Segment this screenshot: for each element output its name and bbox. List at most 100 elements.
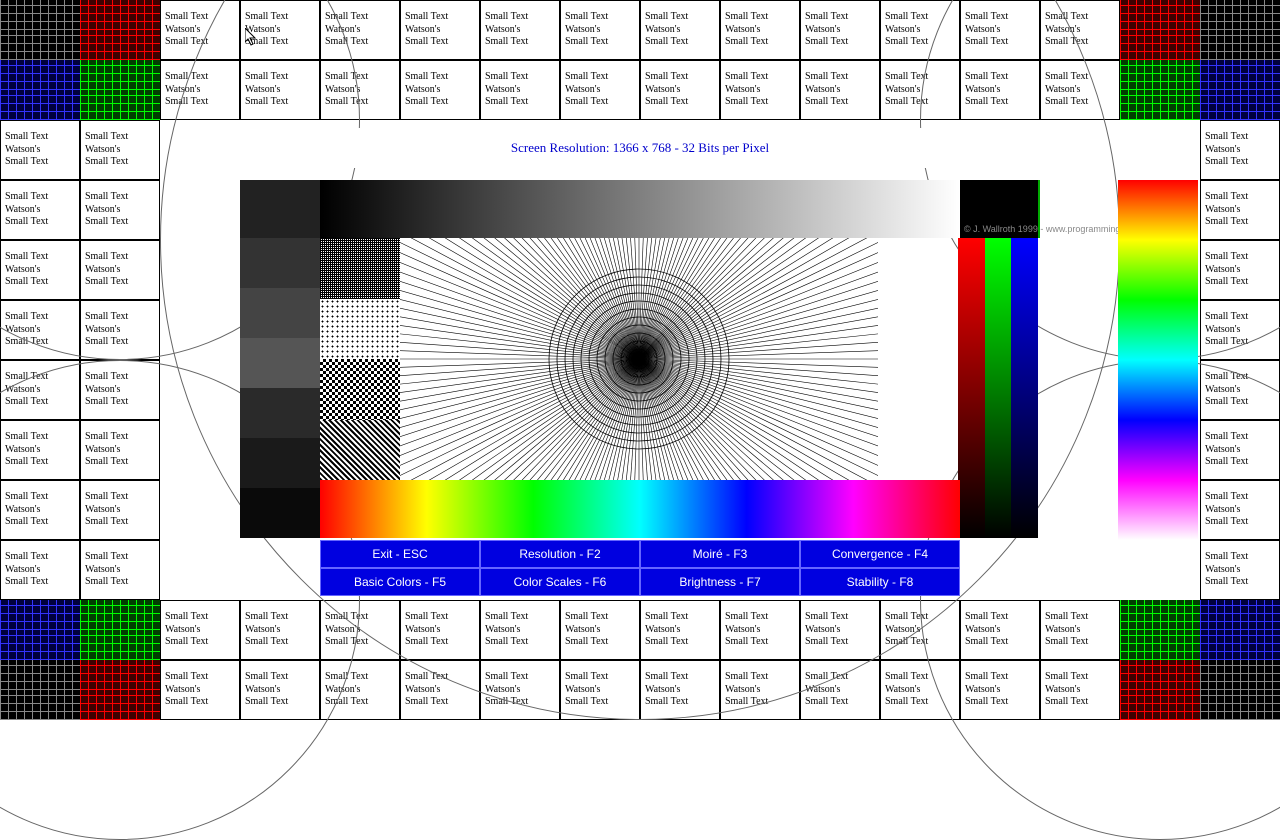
sample-text-line: Watson's xyxy=(645,84,715,97)
menu-button[interactable]: Basic Colors - F5 xyxy=(320,568,480,596)
sample-text-line: Watson's xyxy=(1205,384,1275,397)
sample-text-line: Small Text xyxy=(85,516,155,529)
text-sample-cell: Small TextWatson'sSmall Text xyxy=(880,0,960,60)
sample-text-line: Small Text xyxy=(1205,216,1275,229)
sample-text-line: Small Text xyxy=(405,636,475,649)
sample-text-line: Small Text xyxy=(85,491,155,504)
convergence-grid-black xyxy=(40,660,80,690)
convergence-grid-red xyxy=(80,690,120,720)
rgb-vertical-bars xyxy=(958,238,1038,538)
red-gradient xyxy=(958,238,985,538)
text-sample-cell: Small TextWatson'sSmall Text xyxy=(1200,300,1280,360)
sample-text-line: Watson's xyxy=(1205,504,1275,517)
text-sample-cell: Small TextWatson'sSmall Text xyxy=(320,60,400,120)
sample-text-line: Watson's xyxy=(405,624,475,637)
sample-text-line: Watson's xyxy=(645,624,715,637)
convergence-grid-blue xyxy=(1240,600,1280,630)
menu-button[interactable]: Color Scales - F6 xyxy=(480,568,640,596)
sample-text-line: Small Text xyxy=(165,696,235,709)
sample-text-line: Small Text xyxy=(1045,696,1115,709)
convergence-grid-green xyxy=(1120,600,1160,630)
sample-text-line: Small Text xyxy=(965,36,1035,49)
sample-text-line: Small Text xyxy=(165,636,235,649)
sample-text-line: Watson's xyxy=(485,684,555,697)
sample-text-line: Small Text xyxy=(5,131,75,144)
convergence-grid-red xyxy=(1160,660,1200,690)
sample-text-line: Small Text xyxy=(85,156,155,169)
sample-text-line: Small Text xyxy=(85,396,155,409)
text-sample-cell: Small TextWatson'sSmall Text xyxy=(1040,60,1120,120)
sample-text-line: Watson's xyxy=(565,24,635,37)
text-sample-cell: Small TextWatson'sSmall Text xyxy=(720,600,800,660)
sample-text-line: Watson's xyxy=(485,84,555,97)
convergence-grid-black xyxy=(1240,0,1280,30)
sample-text-line: Watson's xyxy=(85,204,155,217)
menu-button[interactable]: Stability - F8 xyxy=(800,568,960,596)
convergence-grid-green xyxy=(80,600,120,630)
sample-text-line: Small Text xyxy=(565,636,635,649)
sample-text-line: Small Text xyxy=(245,71,315,84)
sample-text-line: Small Text xyxy=(885,671,955,684)
text-sample-cell: Small TextWatson'sSmall Text xyxy=(80,120,160,180)
text-sample-cell: Small TextWatson'sSmall Text xyxy=(960,0,1040,60)
menu-button[interactable]: Brightness - F7 xyxy=(640,568,800,596)
starburst-focus xyxy=(400,238,878,480)
sample-text-line: Watson's xyxy=(1045,84,1115,97)
gray-step xyxy=(240,488,320,538)
text-sample-cell: Small TextWatson'sSmall Text xyxy=(0,300,80,360)
sample-text-line: Watson's xyxy=(5,324,75,337)
sample-text-line: Small Text xyxy=(85,191,155,204)
convergence-grid-blue xyxy=(0,60,40,90)
text-sample-cell: Small TextWatson'sSmall Text xyxy=(640,600,720,660)
sample-text-line: Small Text xyxy=(5,516,75,529)
sample-text-line: Watson's xyxy=(85,384,155,397)
sample-text-line: Small Text xyxy=(85,576,155,589)
convergence-grid-blue xyxy=(1200,60,1240,90)
sample-text-line: Small Text xyxy=(165,96,235,109)
sample-text-line: Small Text xyxy=(1045,671,1115,684)
sample-text-line: Small Text xyxy=(1205,491,1275,504)
sample-text-line: Watson's xyxy=(1045,624,1115,637)
convergence-grid-blue xyxy=(1240,90,1280,120)
convergence-grid-black xyxy=(1200,30,1240,60)
menu-button[interactable]: Exit - ESC xyxy=(320,540,480,568)
pattern-check xyxy=(320,359,400,420)
sample-text-line: Small Text xyxy=(85,551,155,564)
convergence-grid-blue xyxy=(1200,630,1240,660)
gray-step xyxy=(240,388,320,438)
text-sample-cell: Small TextWatson'sSmall Text xyxy=(560,660,640,720)
sample-text-line: Small Text xyxy=(5,456,75,469)
sample-text-line: Small Text xyxy=(965,611,1035,624)
convergence-grid-green xyxy=(80,90,120,120)
sample-text-line: Small Text xyxy=(565,71,635,84)
sample-text-line: Small Text xyxy=(85,336,155,349)
sample-text-line: Watson's xyxy=(165,24,235,37)
sample-text-line: Small Text xyxy=(725,611,795,624)
sample-text-line: Small Text xyxy=(245,696,315,709)
sample-text-line: Small Text xyxy=(5,216,75,229)
sample-text-line: Watson's xyxy=(405,24,475,37)
pattern-diag xyxy=(320,420,400,481)
sample-text-line: Watson's xyxy=(485,624,555,637)
sample-text-line: Watson's xyxy=(885,624,955,637)
sample-text-line: Small Text xyxy=(725,71,795,84)
sample-text-line: Small Text xyxy=(485,71,555,84)
sample-text-line: Watson's xyxy=(885,84,955,97)
text-sample-cell: Small TextWatson'sSmall Text xyxy=(400,600,480,660)
sample-text-line: Small Text xyxy=(645,671,715,684)
menu-button[interactable]: Resolution - F2 xyxy=(480,540,640,568)
sample-text-line: Watson's xyxy=(5,564,75,577)
sample-text-line: Small Text xyxy=(965,71,1035,84)
convergence-grid-green xyxy=(1120,60,1160,90)
sample-text-line: Watson's xyxy=(485,24,555,37)
convergence-grid-blue xyxy=(0,600,40,630)
sample-text-line: Small Text xyxy=(485,96,555,109)
sample-text-line: Small Text xyxy=(805,636,875,649)
sample-text-line: Small Text xyxy=(405,36,475,49)
text-sample-cell: Small TextWatson'sSmall Text xyxy=(160,600,240,660)
sample-text-line: Small Text xyxy=(485,611,555,624)
gray-step xyxy=(240,338,320,388)
menu-button[interactable]: Convergence - F4 xyxy=(800,540,960,568)
text-sample-cell: Small TextWatson'sSmall Text xyxy=(0,420,80,480)
menu-button[interactable]: Moiré - F3 xyxy=(640,540,800,568)
